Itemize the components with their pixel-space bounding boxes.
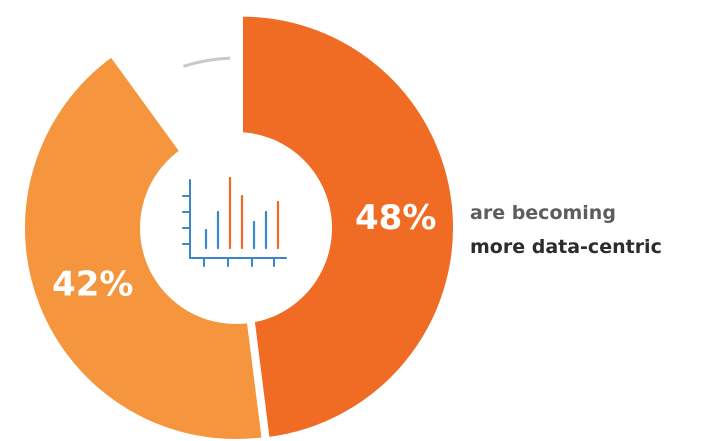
caption-line-2: more data-centric — [470, 236, 662, 258]
donut-hole — [140, 132, 332, 324]
bar-chart-icon — [182, 176, 287, 267]
donut-chart: 48% 42% — [23, 14, 455, 441]
chart-caption: are becoming more data-centric — [470, 196, 662, 264]
caption-line-1: are becoming — [470, 202, 616, 224]
chart-slice-label-2: 42% — [52, 265, 133, 305]
slice-labels: 48% 42% — [52, 198, 436, 305]
chart-slice-3 — [183, 56, 231, 68]
chart-slice-1 — [240, 14, 455, 439]
chart-slice-label-1: 48% — [355, 198, 436, 238]
